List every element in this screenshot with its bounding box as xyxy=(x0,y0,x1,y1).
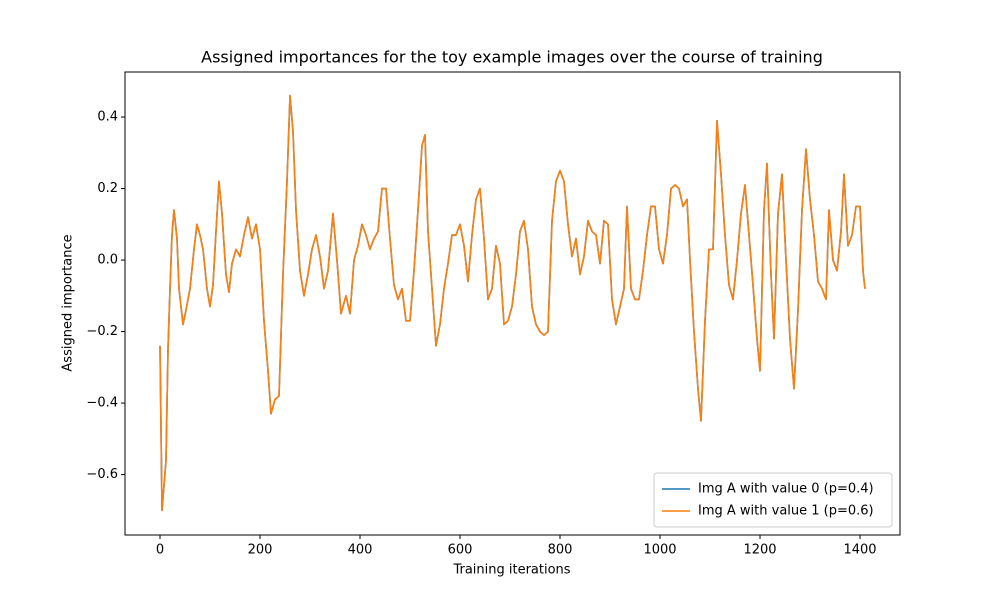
x-tick-label: 0 xyxy=(156,543,164,558)
legend-box xyxy=(653,472,893,528)
chart-title: Assigned importances for the toy example… xyxy=(201,48,823,67)
y-tick-label: 0.4 xyxy=(97,110,118,125)
plot-frame xyxy=(124,71,901,536)
x-axis-label: Training iterations xyxy=(452,563,570,578)
x-tick-label: 1000 xyxy=(643,543,676,558)
x-tick-label: 1400 xyxy=(843,543,876,558)
series-line xyxy=(159,94,866,512)
y-tick-label: 0.0 xyxy=(97,253,118,268)
y-axis-label: Assigned importance xyxy=(61,234,76,371)
x-tick-label: 200 xyxy=(248,543,273,558)
y-tick-label: −0.2 xyxy=(86,324,118,339)
y-tick-label: −0.6 xyxy=(86,467,118,482)
y-tick-label: 0.2 xyxy=(97,181,118,196)
x-tick-label: 800 xyxy=(548,543,573,558)
y-tick-label: −0.4 xyxy=(86,396,118,411)
legend-label: Img A with value 0 (p=0.4) xyxy=(698,482,874,497)
legend-label: Img A with value 1 (p=0.6) xyxy=(698,504,874,519)
x-tick-label: 600 xyxy=(448,543,473,558)
x-tick-label: 1200 xyxy=(743,543,776,558)
x-tick-label: 400 xyxy=(348,543,373,558)
